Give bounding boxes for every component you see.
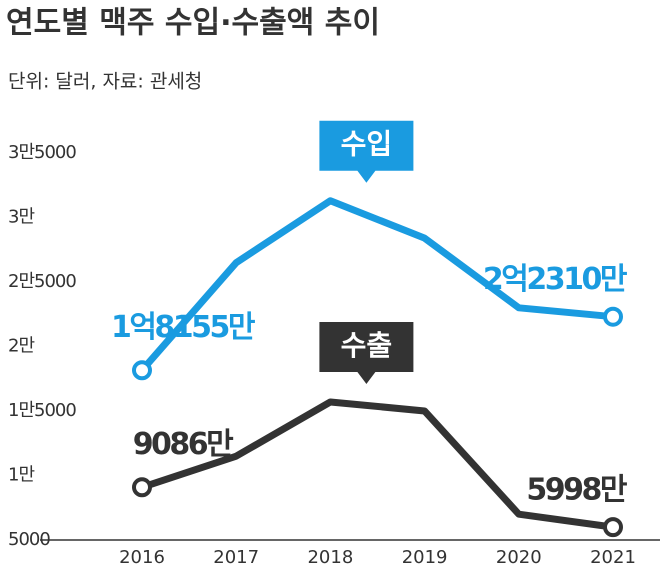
chart-title: 연도별 맥주 수입·수출액 추이 [6, 6, 380, 41]
point [132, 360, 152, 381]
data-label: 9086만 [133, 427, 234, 462]
legend-label: 수출 [341, 329, 393, 362]
x-tick-label: 2018 [307, 547, 353, 568]
x-tick-label: 2016 [119, 547, 165, 568]
y-tick-label: 3만 [8, 207, 34, 228]
series-line [140, 398, 614, 531]
data-label: 1억8155만 [111, 310, 256, 345]
series-line [139, 197, 614, 373]
y-tick-label: 2만 [8, 336, 34, 357]
data-label: 5998만 [526, 473, 627, 508]
y-tick-label: 2만5000 [8, 271, 76, 292]
x-tick-label: 2019 [402, 547, 448, 568]
y-tick-label: 1만5000 [8, 400, 76, 421]
legend-callout [319, 321, 414, 384]
point [603, 517, 623, 538]
y-tick-label: 5000 [8, 529, 50, 550]
y-tick-label: 1만 [8, 465, 34, 486]
chart-subtitle: 단위: 달러, 자료: 관세청 [8, 71, 202, 93]
point [132, 477, 152, 498]
legend-callout [319, 120, 414, 183]
x-tick-label: 2021 [590, 547, 636, 568]
y-tick-label: 3만5000 [8, 142, 76, 163]
legend-label: 수입 [341, 128, 393, 161]
x-tick-label: 2017 [213, 547, 259, 568]
point [603, 306, 623, 327]
data-label: 2억2310만 [483, 262, 628, 297]
x-tick-label: 2020 [496, 547, 542, 568]
